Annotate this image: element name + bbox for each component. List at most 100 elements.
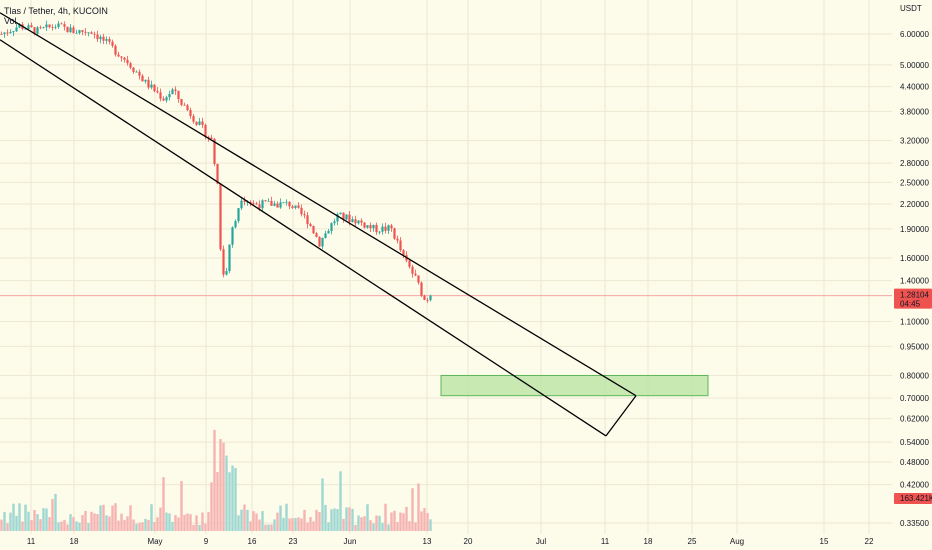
volume-bar — [306, 522, 309, 531]
descending-channel[interactable] — [0, 12, 637, 437]
candle-body — [264, 200, 267, 202]
candle-body — [306, 215, 309, 225]
volume-bar — [78, 522, 81, 531]
candle-body — [81, 30, 84, 32]
volume-bar — [66, 524, 69, 531]
candle-body — [72, 27, 75, 34]
volume-bar — [303, 509, 306, 531]
candle-body — [150, 84, 153, 88]
candle-body — [162, 98, 165, 101]
candle-body — [213, 139, 216, 164]
volume-bar — [168, 513, 171, 531]
volume-bar — [120, 513, 123, 531]
volume-bar — [132, 519, 135, 531]
candle-body — [6, 32, 9, 34]
volume-bar — [63, 519, 66, 531]
candle-body — [333, 221, 336, 224]
candle-body — [300, 207, 303, 215]
candle-body — [354, 219, 357, 224]
candle-body — [33, 27, 36, 34]
target-zone-rectangle[interactable] — [440, 374, 709, 397]
candle-body — [258, 204, 261, 209]
volume-bar — [105, 515, 108, 531]
candle-body — [240, 200, 243, 209]
candle-body — [78, 30, 81, 33]
candle-body — [51, 27, 54, 28]
candle-body — [207, 136, 210, 138]
volume-bar — [87, 523, 90, 531]
volume-bar — [186, 513, 189, 531]
price-axis[interactable]: 6.00000 5.00000 4.40000 3.80000 3.20000 2.800… — [892, 0, 932, 550]
candle-body — [390, 225, 393, 229]
volume-bar — [51, 498, 54, 531]
candle-body — [339, 212, 342, 215]
price-tick-label: 1.40000 — [900, 277, 929, 286]
volume-bar — [207, 511, 210, 531]
volume-legend[interactable]: Vol — [4, 16, 17, 26]
volume-bar — [225, 455, 228, 531]
volume-bar — [372, 523, 375, 531]
volume-bar — [117, 520, 120, 531]
candle-body — [99, 36, 102, 40]
candle-body — [39, 27, 42, 29]
candle-body — [342, 212, 345, 220]
volume-bar — [321, 478, 324, 531]
volume-bar — [417, 483, 420, 531]
candle-body — [90, 32, 93, 34]
volume-bar — [252, 511, 255, 531]
volume-bar — [369, 520, 372, 531]
current-price-badge: 1.28104 04:45 — [894, 288, 932, 309]
volume-bar — [300, 518, 303, 531]
candle-body — [216, 163, 219, 184]
volume-bar — [411, 488, 414, 531]
volume-bar — [48, 517, 51, 531]
candle-body — [174, 89, 177, 91]
volume-bar — [255, 513, 258, 531]
candle-body — [201, 121, 204, 125]
volume-bar — [420, 511, 423, 531]
candle-body — [324, 233, 327, 238]
volume-bar — [342, 518, 345, 531]
volume-bar — [156, 517, 159, 531]
candle-body — [414, 273, 417, 276]
volume-bar — [378, 515, 381, 531]
volume-bar — [129, 505, 132, 531]
candle-body — [144, 79, 147, 82]
volume-bar — [339, 471, 342, 531]
candle-body — [315, 233, 318, 237]
candle-body — [54, 26, 57, 28]
volume-bar — [81, 515, 84, 531]
candle-body — [180, 99, 183, 105]
candle-body — [135, 71, 138, 73]
time-tick-label: 18 — [70, 537, 79, 546]
candle-body — [411, 266, 414, 274]
volume-bar — [393, 510, 396, 531]
candle-body — [63, 24, 66, 27]
time-tick-label: 18 — [644, 537, 653, 546]
candle-body — [378, 231, 381, 233]
volume-bar — [147, 519, 150, 531]
volume-bar — [309, 517, 312, 531]
volume-bar — [258, 519, 261, 531]
volume-bar — [267, 524, 270, 531]
volume-bar — [312, 521, 315, 531]
time-axis[interactable]: 11 18 May 9 16 23 Jun 13 20 Jul 11 18 25 Aug 15 22 — [0, 534, 892, 550]
volume-bar — [345, 507, 348, 531]
current-price-value: 1.28104 — [900, 291, 929, 300]
volume-bar — [240, 509, 243, 531]
candle-body — [120, 56, 123, 58]
volume-bar — [327, 522, 330, 531]
time-tick-label: 23 — [289, 537, 298, 546]
volume-bar — [282, 517, 285, 531]
volume-bar — [150, 504, 153, 531]
volume-bar — [198, 524, 201, 531]
candle-body — [399, 240, 402, 251]
symbol-title[interactable]: Tlas / Tether, 4h, KUCOIN — [4, 6, 108, 16]
volume-bar — [414, 522, 417, 531]
volume-bar — [123, 519, 126, 531]
volume-bar — [72, 517, 75, 531]
volume-bar — [6, 523, 9, 531]
volume-bar — [75, 521, 78, 531]
volume-bar — [30, 520, 33, 531]
